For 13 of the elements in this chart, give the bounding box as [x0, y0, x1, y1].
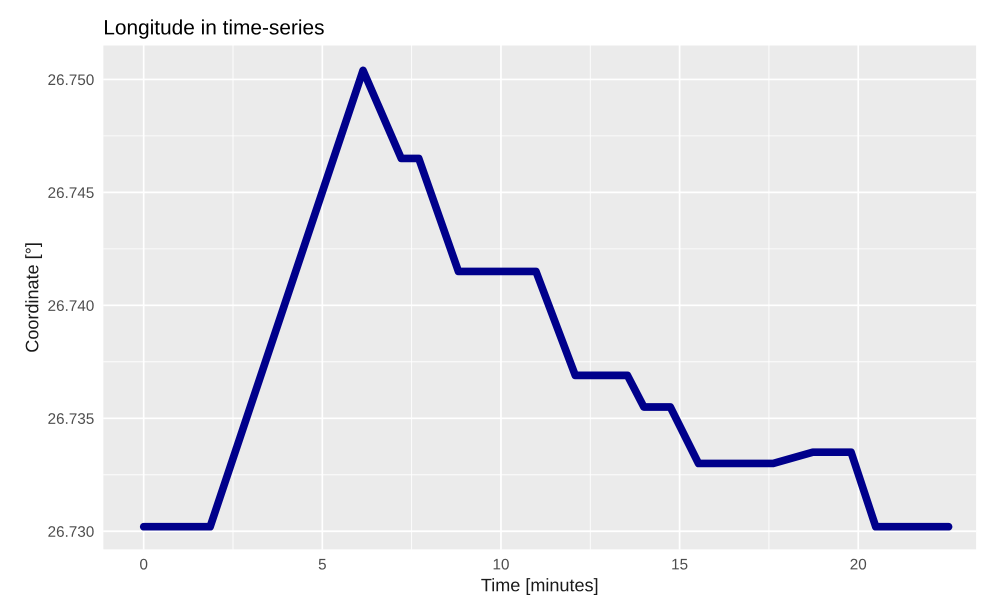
- x-tick-label: 20: [850, 558, 866, 570]
- x-tick-label: 10: [494, 558, 509, 570]
- y-tick-label: 26.750: [48, 74, 94, 86]
- x-tick-label: 5: [318, 558, 326, 570]
- y-axis-title: Coordinate [°]: [25, 243, 42, 352]
- y-tick-label: 26.730: [48, 526, 94, 537]
- x-tick-label: 15: [672, 558, 688, 570]
- x-axis-title: Time [minutes]: [481, 578, 598, 595]
- y-tick-label: 26.740: [48, 300, 94, 312]
- y-tick-label: 26.735: [48, 413, 94, 424]
- chart-title: Longitude in time-series: [105, 19, 324, 39]
- y-tick-label: 26.745: [48, 187, 94, 198]
- x-tick-label: 0: [140, 558, 148, 570]
